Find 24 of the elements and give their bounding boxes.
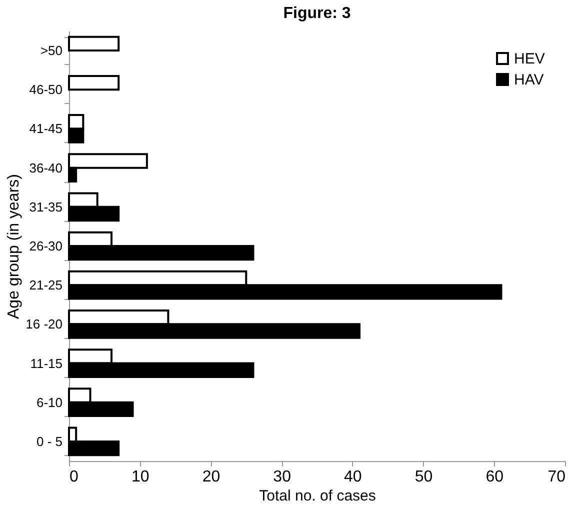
- y-tick-label: >50: [40, 43, 62, 58]
- x-tick-label: 10: [131, 468, 150, 486]
- y-tick-label: 0 - 5: [36, 434, 62, 449]
- y-tick-label: 16 -20: [26, 316, 62, 332]
- y-tick-label: 31-35: [29, 199, 62, 214]
- x-tick-label: 60: [486, 468, 504, 486]
- x-tick-label: 20: [202, 468, 220, 486]
- chart-title: Figure: 3: [283, 5, 351, 22]
- legend-label: HEV: [514, 50, 545, 68]
- x-axis-title: Total no. of cases: [259, 488, 376, 504]
- y-tick-label: 26-30: [29, 238, 62, 254]
- legend-label: HAV: [514, 72, 544, 88]
- y-tick-label: 46-50: [29, 82, 62, 98]
- y-axis-title: Age group (in years): [6, 174, 23, 319]
- x-tick-label: 70: [548, 468, 566, 486]
- x-tick-label: 0: [70, 468, 78, 486]
- y-tick-label: 41-45: [29, 121, 62, 136]
- y-tick-label: 21-25: [29, 278, 62, 293]
- x-tick-label: 50: [414, 468, 433, 486]
- y-tick-label: 36-40: [29, 160, 62, 176]
- x-tick-label: 40: [344, 468, 362, 486]
- y-tick-label: 6-10: [36, 394, 62, 410]
- x-tick-label: 30: [273, 468, 292, 486]
- y-tick-label: 11-15: [30, 356, 62, 371]
